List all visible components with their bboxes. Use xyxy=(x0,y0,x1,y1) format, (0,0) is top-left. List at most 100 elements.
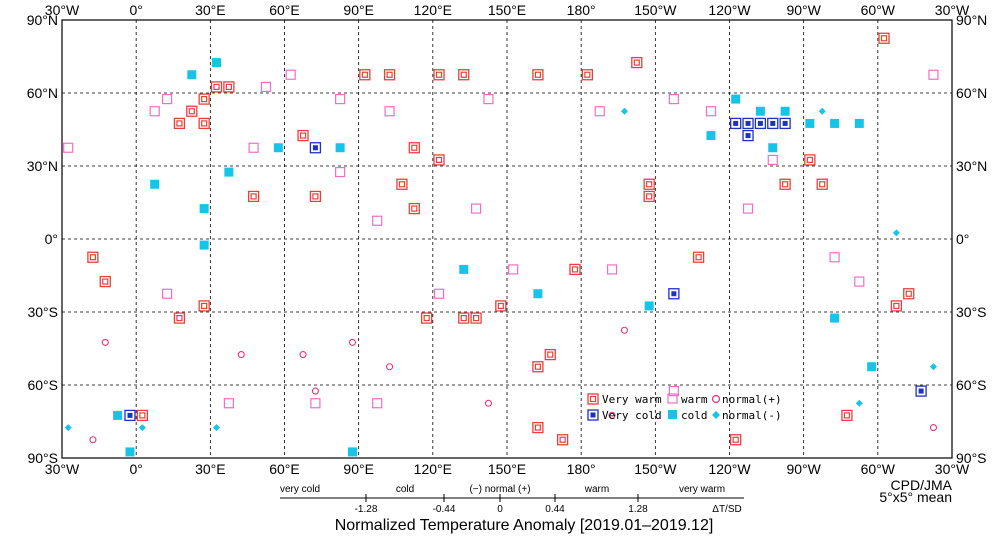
colorbar-category-very-warm: very warm xyxy=(679,484,725,495)
marker-very-warm xyxy=(408,202,420,215)
marker-very-cold xyxy=(767,117,779,130)
marker-very-warm xyxy=(247,190,260,203)
lat-tick-label-right: 0° xyxy=(956,231,969,247)
marker-very-cold xyxy=(915,385,927,397)
marker-very-warm xyxy=(532,421,544,434)
colorbar-category-warm: warm xyxy=(584,484,609,495)
marker-very-warm xyxy=(359,69,371,81)
marker-cold xyxy=(805,118,815,128)
marker-warm xyxy=(248,142,259,153)
lat-tick-label-right: 30°N xyxy=(956,158,987,174)
marker-normal-plus xyxy=(101,338,109,346)
lon-tick-label-top: 150°E xyxy=(488,2,526,18)
lat-tick-label-right: 30°S xyxy=(956,304,987,320)
marker-very-warm xyxy=(581,69,593,81)
marker-very-warm xyxy=(841,409,853,422)
lon-tick-label-top: 0° xyxy=(129,2,142,18)
lon-tick-label-bottom: 30°E xyxy=(195,461,226,477)
lon-tick-label-top: 120°W xyxy=(708,2,751,18)
marker-very-warm xyxy=(470,312,482,324)
marker-very-warm xyxy=(136,409,148,422)
lon-tick-label-bottom: 30°W xyxy=(935,461,970,477)
marker-normal-minus xyxy=(929,363,937,371)
marker-warm xyxy=(161,93,173,105)
marker-normal-minus xyxy=(213,424,221,432)
colorbar-tick-label-1: -1.28 xyxy=(355,504,378,515)
marker-cold xyxy=(212,58,222,68)
marker-warm xyxy=(742,203,754,214)
lat-tick-label-right: 60°N xyxy=(956,85,987,101)
lon-tick-label-top: 60°E xyxy=(269,2,300,18)
legend-label-very-warm: Very warm xyxy=(602,393,662,406)
marker-very-cold xyxy=(124,409,136,422)
marker-very-warm xyxy=(903,288,915,300)
lon-tick-label-bottom: 120°E xyxy=(414,461,452,477)
marker-warm xyxy=(335,93,346,105)
legend-very-warm: Very warm xyxy=(587,393,662,406)
lat-tick-label-left: 60°N xyxy=(27,85,58,101)
colorbar: very cold cold (−) normal (+) warm very … xyxy=(280,484,744,515)
marker-cold xyxy=(199,240,209,250)
lon-tick-label-bottom: 60°W xyxy=(861,461,896,477)
lon-tick-label-top: 30°W xyxy=(935,2,970,18)
lon-tick-label-bottom: 90°E xyxy=(343,461,374,477)
marker-normal-minus xyxy=(64,424,72,432)
grid-resolution-label: 5°x5° mean xyxy=(879,489,952,505)
marker-normal-plus xyxy=(386,363,394,371)
lon-tick-label-top: 120°E xyxy=(414,2,452,18)
marker-very-warm xyxy=(383,69,396,81)
marker-cold xyxy=(125,447,135,457)
marker-very-warm xyxy=(223,81,235,93)
marker-very-warm xyxy=(186,105,198,117)
grid-lines xyxy=(62,20,952,458)
marker-very-cold xyxy=(742,117,754,130)
marker-cold xyxy=(830,118,840,128)
marker-warm xyxy=(161,288,173,299)
lat-tick-label-right: 90°S xyxy=(956,450,987,466)
marker-normal-plus xyxy=(311,387,319,395)
marker-warm xyxy=(372,398,383,409)
lon-tick-label-bottom: 150°W xyxy=(634,461,677,477)
marker-cold xyxy=(854,118,864,128)
marker-warm xyxy=(668,385,679,397)
top-longitude-labels: 30°W 0° 30°E 60°E 90°E 120°E 150°E 180° 150°W 120… xyxy=(45,2,970,18)
marker-cold xyxy=(731,94,741,104)
bottom-longitude-labels: 30°W 0° 30°E 60°E 90°E 120°E 150°E 180° 150°W 120… xyxy=(45,461,970,477)
marker-normal-minus xyxy=(620,107,628,115)
marker-warm xyxy=(483,93,494,105)
marker-cold xyxy=(224,167,234,177)
marker-cold xyxy=(150,179,160,189)
right-latitude-labels: 90°N 60°N 30°N 0° 30°S 60°S 90°S xyxy=(956,12,987,466)
marker-warm xyxy=(372,215,383,226)
marker-very-warm xyxy=(210,81,223,93)
lon-tick-label-bottom: 0° xyxy=(129,461,142,477)
lon-tick-label-bottom: 180° xyxy=(567,461,596,477)
marker-cold xyxy=(273,143,283,153)
marker-warm xyxy=(384,106,395,117)
marker-very-warm xyxy=(532,361,544,373)
lat-tick-label-left: 0° xyxy=(45,231,58,247)
marker-very-cold xyxy=(730,117,742,130)
map-title: Normalized Temperature Anomaly [2019.01–… xyxy=(335,517,714,534)
marker-very-warm xyxy=(532,69,544,81)
lon-tick-label-top: 180° xyxy=(567,2,596,18)
legend-warm: warm xyxy=(667,393,708,406)
marker-very-warm xyxy=(396,178,408,190)
marker-warm xyxy=(285,69,296,80)
lon-tick-label-bottom: 60°E xyxy=(269,461,300,477)
marker-normal-minus xyxy=(855,399,863,407)
marker-warm xyxy=(705,106,717,117)
marker-very-warm xyxy=(544,348,556,361)
marker-warm xyxy=(223,398,234,409)
marker-very-warm xyxy=(87,251,99,263)
lat-tick-label-right: 90°N xyxy=(956,12,987,28)
colorbar-category-cold: cold xyxy=(396,484,414,495)
colorbar-unit: ΔT/SD xyxy=(712,504,741,515)
marker-normal-plus xyxy=(484,399,493,407)
marker-normal-plus xyxy=(89,436,97,444)
marker-cold xyxy=(644,301,654,311)
warm-symbol xyxy=(667,393,678,404)
colorbar-tick-label-2: -0.44 xyxy=(433,504,456,515)
